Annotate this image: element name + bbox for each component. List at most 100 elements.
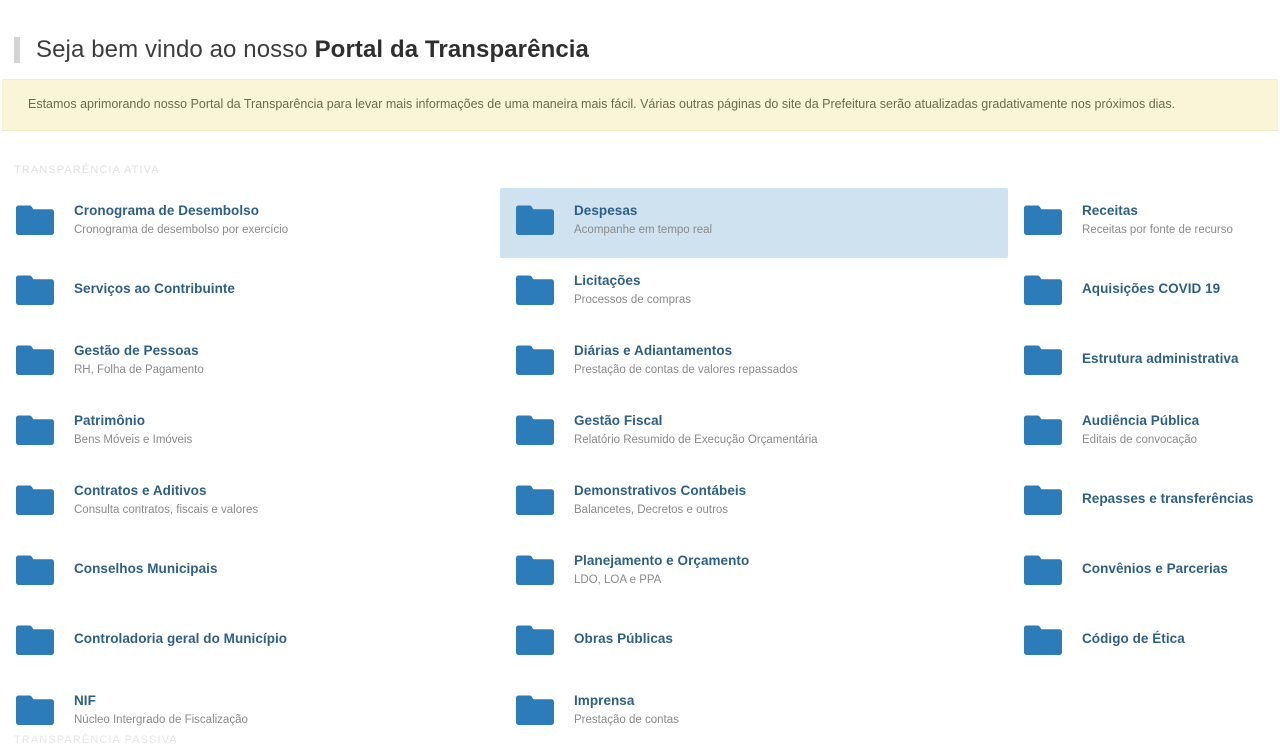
link-subtitle: Editais de convocação [1082, 434, 1198, 447]
link-text-block: Cronograma de Desembolso Cronograma de de… [74, 196, 288, 240]
transparency-link-item[interactable]: Gestão de Pessoas RH, Folha de Pagamento [0, 328, 500, 398]
folder-icon [516, 625, 554, 655]
folder-icon [1024, 485, 1062, 515]
page-title: Seja bem vindo ao nosso Portal da Transp… [36, 36, 589, 64]
folder-icon [1024, 415, 1062, 445]
link-title[interactable]: Patrimônio [74, 412, 146, 428]
link-subtitle: Prestação de contas [574, 714, 679, 727]
page-title-prefix: Seja bem vindo ao nosso [36, 36, 315, 63]
link-text-block: Demonstrativos Contábeis Balancetes, Decr… [574, 476, 746, 520]
folder-icon [516, 275, 554, 305]
link-text-block: NIF Núcleo Intergrado de Fiscalização [74, 686, 248, 730]
link-title[interactable]: Estrutura administrativa [1082, 350, 1239, 366]
link-title[interactable]: Audiência Pública [1082, 412, 1200, 428]
link-title[interactable]: Controladoria geral do Município [74, 630, 288, 646]
link-subtitle: Receitas por fonte de recurso [1082, 224, 1233, 237]
link-title[interactable]: Gestão de Pessoas [74, 342, 199, 358]
link-title[interactable]: Repasses e transferências [1082, 490, 1254, 506]
link-title[interactable]: Serviços ao Contribuinte [74, 280, 235, 296]
link-title[interactable]: NIF [74, 692, 96, 708]
transparency-link-item[interactable]: Convênios e Parcerias [1008, 538, 1280, 608]
link-title[interactable]: Contratos e Aditivos [74, 482, 207, 498]
folder-icon [516, 345, 554, 375]
link-text-block: Obras Públicas [574, 616, 673, 649]
transparency-link-item[interactable]: Obras Públicas [500, 608, 1008, 678]
link-subtitle: RH, Folha de Pagamento [74, 364, 204, 377]
folder-icon [516, 485, 554, 515]
link-subtitle: Cronograma de desembolso por exercício [74, 224, 289, 237]
transparency-link-item[interactable]: Diárias e Adiantamentos Prestação de cont… [500, 328, 1008, 398]
link-title[interactable]: Diárias e Adiantamentos [574, 342, 733, 358]
info-banner-text: Estamos aprimorando nosso Portal da Tran… [28, 97, 1176, 111]
link-title[interactable]: Obras Públicas [574, 630, 673, 646]
transparency-link-item[interactable]: Conselhos Municipais [0, 538, 500, 608]
link-title[interactable]: Receitas [1082, 202, 1138, 218]
folder-icon [16, 205, 54, 235]
page-header: Seja bem vindo ao nosso Portal da Transp… [0, 0, 1280, 74]
link-text-block: Gestão de Pessoas RH, Folha de Pagamento [74, 336, 204, 380]
transparency-link-item[interactable]: Código de Ética [1008, 608, 1280, 678]
transparency-link-item[interactable]: Imprensa Prestação de contas [500, 678, 1008, 744]
link-title[interactable]: Imprensa [574, 692, 635, 708]
link-title[interactable]: Gestão Fiscal [574, 412, 663, 428]
link-subtitle: Bens Móveis e Imóveis [74, 434, 193, 447]
link-text-block: Serviços ao Contribuinte [74, 266, 235, 299]
link-text-block: Despesas Acompanhe em tempo real [574, 196, 712, 240]
link-text-block: Conselhos Municipais [74, 546, 218, 579]
folder-icon [16, 275, 54, 305]
link-subtitle: Relatório Resumido de Execução Orçamentá… [574, 434, 818, 447]
transparency-link-item[interactable]: Controladoria geral do Município [0, 608, 500, 678]
link-title[interactable]: Cronograma de Desembolso [74, 202, 259, 218]
link-subtitle: Acompanhe em tempo real [574, 224, 713, 237]
info-banner: Estamos aprimorando nosso Portal da Tran… [2, 79, 1278, 131]
transparency-link-item[interactable]: Patrimônio Bens Móveis e Imóveis [0, 398, 500, 468]
folder-icon [516, 205, 554, 235]
link-text-block: Aquisições COVID 19 [1082, 266, 1220, 299]
transparency-link-item[interactable]: Demonstrativos Contábeis Balancetes, Decr… [500, 468, 1008, 538]
link-title[interactable]: Código de Ética [1082, 630, 1185, 646]
link-text-block: Estrutura administrativa [1082, 336, 1239, 369]
link-subtitle: Processos de compras [574, 294, 691, 307]
link-title[interactable]: Demonstrativos Contábeis [574, 482, 747, 498]
link-text-block: Licitações Processos de compras [574, 266, 691, 310]
link-text-block: Contratos e Aditivos Consulta contratos, … [74, 476, 258, 520]
transparency-link-item[interactable]: Serviços ao Contribuinte [0, 258, 500, 328]
folder-icon [16, 695, 54, 725]
link-title[interactable]: Aquisições COVID 19 [1082, 280, 1221, 296]
link-subtitle: Consulta contratos, fiscais e valores [74, 504, 259, 517]
transparency-link-item[interactable]: Cronograma de Desembolso Cronograma de de… [0, 188, 500, 258]
folder-icon [1024, 275, 1062, 305]
link-subtitle: LDO, LOA e PPA [574, 574, 662, 587]
transparency-link-item[interactable]: Estrutura administrativa [1008, 328, 1280, 398]
transparency-link-item[interactable]: Licitações Processos de compras [500, 258, 1008, 328]
link-text-block: Convênios e Parcerias [1082, 546, 1228, 579]
transparency-link-item[interactable]: Planejamento e Orçamento LDO, LOA e PPA [500, 538, 1008, 608]
page-title-strong: Portal da Transparência [314, 36, 589, 63]
link-text-block: Planejamento e Orçamento LDO, LOA e PPA [574, 546, 749, 590]
title-accent-bar [14, 37, 20, 63]
transparency-link-item[interactable]: Receitas Receitas por fonte de recurso [1008, 188, 1280, 258]
link-subtitle: Prestação de contas de valores repassado… [574, 364, 798, 377]
grid-cell-empty [1008, 678, 1280, 744]
link-title[interactable]: Conselhos Municipais [74, 560, 218, 576]
folder-icon [16, 415, 54, 445]
link-title[interactable]: Planejamento e Orçamento [574, 552, 750, 568]
link-title[interactable]: Licitações [574, 272, 641, 288]
transparency-link-item[interactable]: Despesas Acompanhe em tempo real [500, 187, 1008, 258]
folder-icon [1024, 625, 1062, 655]
link-text-block: Controladoria geral do Município [74, 616, 287, 649]
link-text-block: Repasses e transferências [1082, 476, 1254, 509]
link-title[interactable]: Despesas [574, 202, 638, 218]
link-subtitle: Núcleo Intergrado de Fiscalização [74, 714, 248, 727]
link-title[interactable]: Convênios e Parcerias [1082, 560, 1228, 576]
transparency-link-item[interactable]: Aquisições COVID 19 [1008, 258, 1280, 328]
transparency-link-item[interactable]: Contratos e Aditivos Consulta contratos, … [0, 468, 500, 538]
folder-icon [516, 415, 554, 445]
link-text-block: Patrimônio Bens Móveis e Imóveis [74, 406, 192, 450]
transparency-link-item[interactable]: Audiência Pública Editais de convocação [1008, 398, 1280, 468]
transparency-link-item[interactable]: NIF Núcleo Intergrado de Fiscalização [0, 678, 500, 744]
transparency-link-item[interactable]: Gestão Fiscal Relatório Resumido de Execu… [500, 398, 1008, 468]
folder-icon [516, 695, 554, 725]
transparency-link-item[interactable]: Repasses e transferências [1008, 468, 1280, 538]
